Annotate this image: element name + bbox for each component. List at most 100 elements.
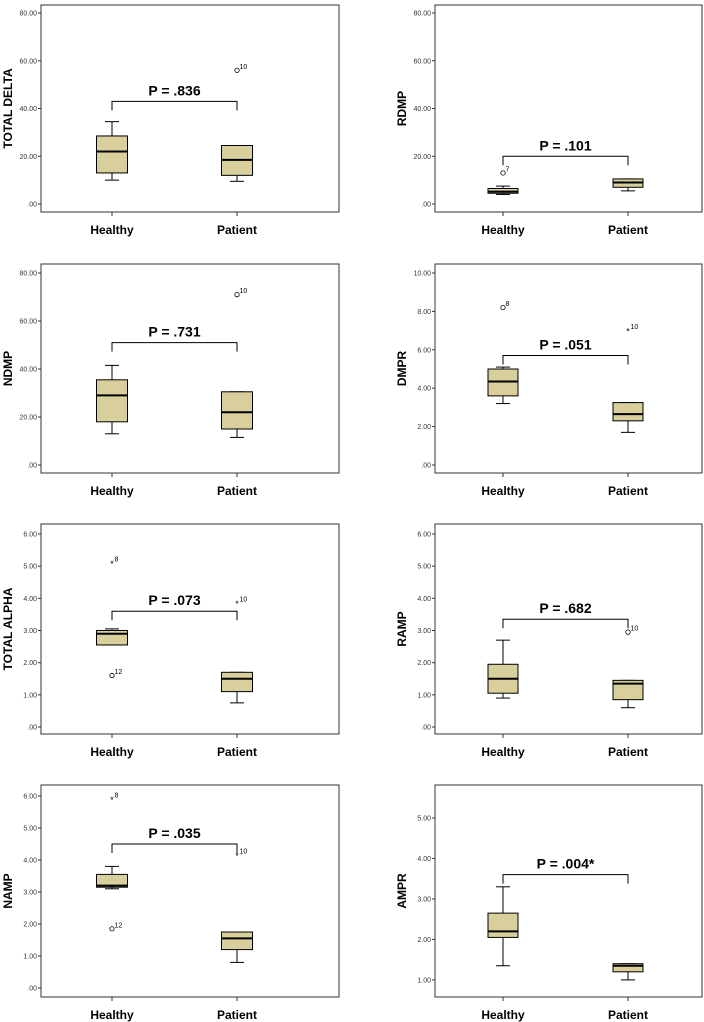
y-axis-label: TOTAL DELTA bbox=[1, 68, 15, 149]
outlier-label: 10 bbox=[240, 288, 248, 295]
y-tick-label: 5.00 bbox=[23, 564, 37, 571]
plot-frame bbox=[434, 523, 703, 735]
chart-panel-ampr: 1.00 2.00 3.00 4.00 5.00 AMPR Healthy Patient P … bbox=[395, 784, 703, 1022]
category-label-patient: Patient bbox=[608, 1008, 648, 1022]
outlier-label: 8 bbox=[506, 301, 510, 308]
plot-frame bbox=[40, 523, 340, 735]
y-axis-label: RDMP bbox=[395, 91, 409, 126]
y-tick-label: .00 bbox=[27, 202, 37, 209]
y-tick-label: 2.00 bbox=[417, 660, 431, 667]
category-label-healthy: Healthy bbox=[481, 745, 525, 759]
outlier-marker bbox=[500, 304, 506, 311]
category-label-healthy: Healthy bbox=[481, 223, 525, 237]
box-iqr-patient bbox=[612, 402, 644, 422]
outlier-marker bbox=[234, 291, 240, 298]
outlier-label: 10 bbox=[631, 626, 639, 633]
y-tick-label: 10.00 bbox=[413, 271, 431, 278]
plot-frame bbox=[40, 784, 340, 998]
y-axis-label: RAMP bbox=[395, 611, 409, 646]
box-iqr-patient bbox=[221, 931, 253, 951]
category-label-patient: Patient bbox=[217, 745, 257, 759]
y-tick-label: 3.00 bbox=[417, 628, 431, 635]
y-tick-label: 1.00 bbox=[23, 954, 37, 961]
outlier-extreme-marker: * bbox=[110, 795, 114, 805]
category-label-patient: Patient bbox=[608, 223, 648, 237]
significance-bracket bbox=[502, 155, 629, 166]
y-tick-label: 40.00 bbox=[19, 367, 37, 374]
category-label-healthy: Healthy bbox=[481, 484, 525, 498]
significance-bracket bbox=[111, 100, 238, 111]
outlier-extreme-marker: * bbox=[110, 559, 114, 569]
y-tick-label: 40.00 bbox=[413, 106, 431, 113]
plot-frame bbox=[434, 784, 703, 998]
y-axis-label: TOTAL ALPHA bbox=[1, 587, 15, 670]
y-tick-label: 20.00 bbox=[413, 154, 431, 161]
category-label-patient: Patient bbox=[217, 1008, 257, 1022]
p-value-annotation: P = .101 bbox=[539, 137, 592, 153]
outlier-label: 7 bbox=[506, 166, 510, 173]
y-tick-label: 20.00 bbox=[19, 154, 37, 161]
outlier-extreme-marker: * bbox=[626, 327, 630, 337]
box-iqr-healthy bbox=[96, 873, 128, 888]
y-tick-label: 2.00 bbox=[23, 660, 37, 667]
outlier-marker bbox=[109, 926, 115, 932]
y-tick-label: 3.00 bbox=[23, 890, 37, 897]
category-label-healthy: Healthy bbox=[90, 1008, 134, 1022]
y-tick-label: .00 bbox=[27, 986, 37, 993]
y-tick-label: 4.00 bbox=[417, 596, 431, 603]
y-tick-label: 8.00 bbox=[417, 309, 431, 316]
outlier-marker bbox=[625, 629, 631, 635]
y-tick-label: 80.00 bbox=[19, 271, 37, 278]
y-tick-label: 6.00 bbox=[23, 532, 37, 539]
category-label-patient: Patient bbox=[608, 484, 648, 498]
chart-panel-dmpr: .00 2.00 4.00 6.00 8.00 10.00 DMPR Healthy Patie… bbox=[395, 263, 703, 498]
box-iqr-patient bbox=[612, 679, 644, 701]
y-tick-label: .00 bbox=[27, 725, 37, 732]
significance-bracket bbox=[111, 610, 238, 621]
category-label-patient: Patient bbox=[217, 223, 257, 237]
category-label-patient: Patient bbox=[217, 484, 257, 498]
p-value-annotation: P = .731 bbox=[148, 324, 201, 340]
significance-bracket bbox=[502, 618, 629, 629]
y-tick-label: .00 bbox=[421, 725, 431, 732]
outlier-label: 10 bbox=[240, 849, 248, 856]
y-axis-label: NAMP bbox=[1, 873, 15, 908]
plot-frame bbox=[40, 4, 340, 213]
y-tick-label: 4.00 bbox=[417, 856, 431, 863]
outlier-label: 12 bbox=[115, 669, 123, 676]
y-tick-label: 1.00 bbox=[417, 692, 431, 699]
category-label-healthy: Healthy bbox=[90, 484, 134, 498]
y-tick-label: 6.00 bbox=[417, 532, 431, 539]
significance-bracket bbox=[502, 874, 629, 884]
y-tick-label: 60.00 bbox=[413, 58, 431, 65]
box-iqr-patient bbox=[612, 963, 644, 973]
box-iqr-patient bbox=[221, 671, 253, 693]
chart-panel-total-delta: .00 20.00 40.00 60.00 80.00 TOTAL DELTA Health… bbox=[1, 4, 340, 237]
y-tick-label: 20.00 bbox=[19, 415, 37, 422]
chart-panel-ndmp: .00 20.00 40.00 60.00 80.00 NDMP Healthy Patien… bbox=[1, 263, 340, 498]
y-tick-label: 6.00 bbox=[23, 794, 37, 801]
outlier-label: 10 bbox=[631, 324, 639, 331]
outlier-extreme-marker: * bbox=[235, 599, 239, 609]
y-tick-label: 1.00 bbox=[417, 977, 431, 984]
y-tick-label: 5.00 bbox=[417, 564, 431, 571]
y-tick-label: .00 bbox=[421, 463, 431, 470]
y-tick-label: 3.00 bbox=[23, 628, 37, 635]
significance-bracket bbox=[111, 342, 238, 352]
plot-frame bbox=[434, 4, 703, 213]
y-tick-label: 2.00 bbox=[417, 424, 431, 431]
y-tick-label: 1.00 bbox=[23, 692, 37, 699]
box-iqr-patient bbox=[221, 391, 253, 430]
p-value-annotation: P = .836 bbox=[148, 82, 201, 98]
category-label-healthy: Healthy bbox=[90, 223, 134, 237]
plot-frame bbox=[40, 263, 340, 474]
y-tick-label: 4.00 bbox=[417, 386, 431, 393]
outlier-label: 8 bbox=[115, 793, 119, 800]
y-tick-label: 3.00 bbox=[417, 896, 431, 903]
p-value-annotation: P = .035 bbox=[148, 825, 201, 841]
p-value-annotation: P = .051 bbox=[539, 337, 592, 353]
y-tick-label: .00 bbox=[27, 463, 37, 470]
box-iqr-healthy bbox=[96, 630, 128, 646]
y-tick-label: 60.00 bbox=[19, 58, 37, 65]
